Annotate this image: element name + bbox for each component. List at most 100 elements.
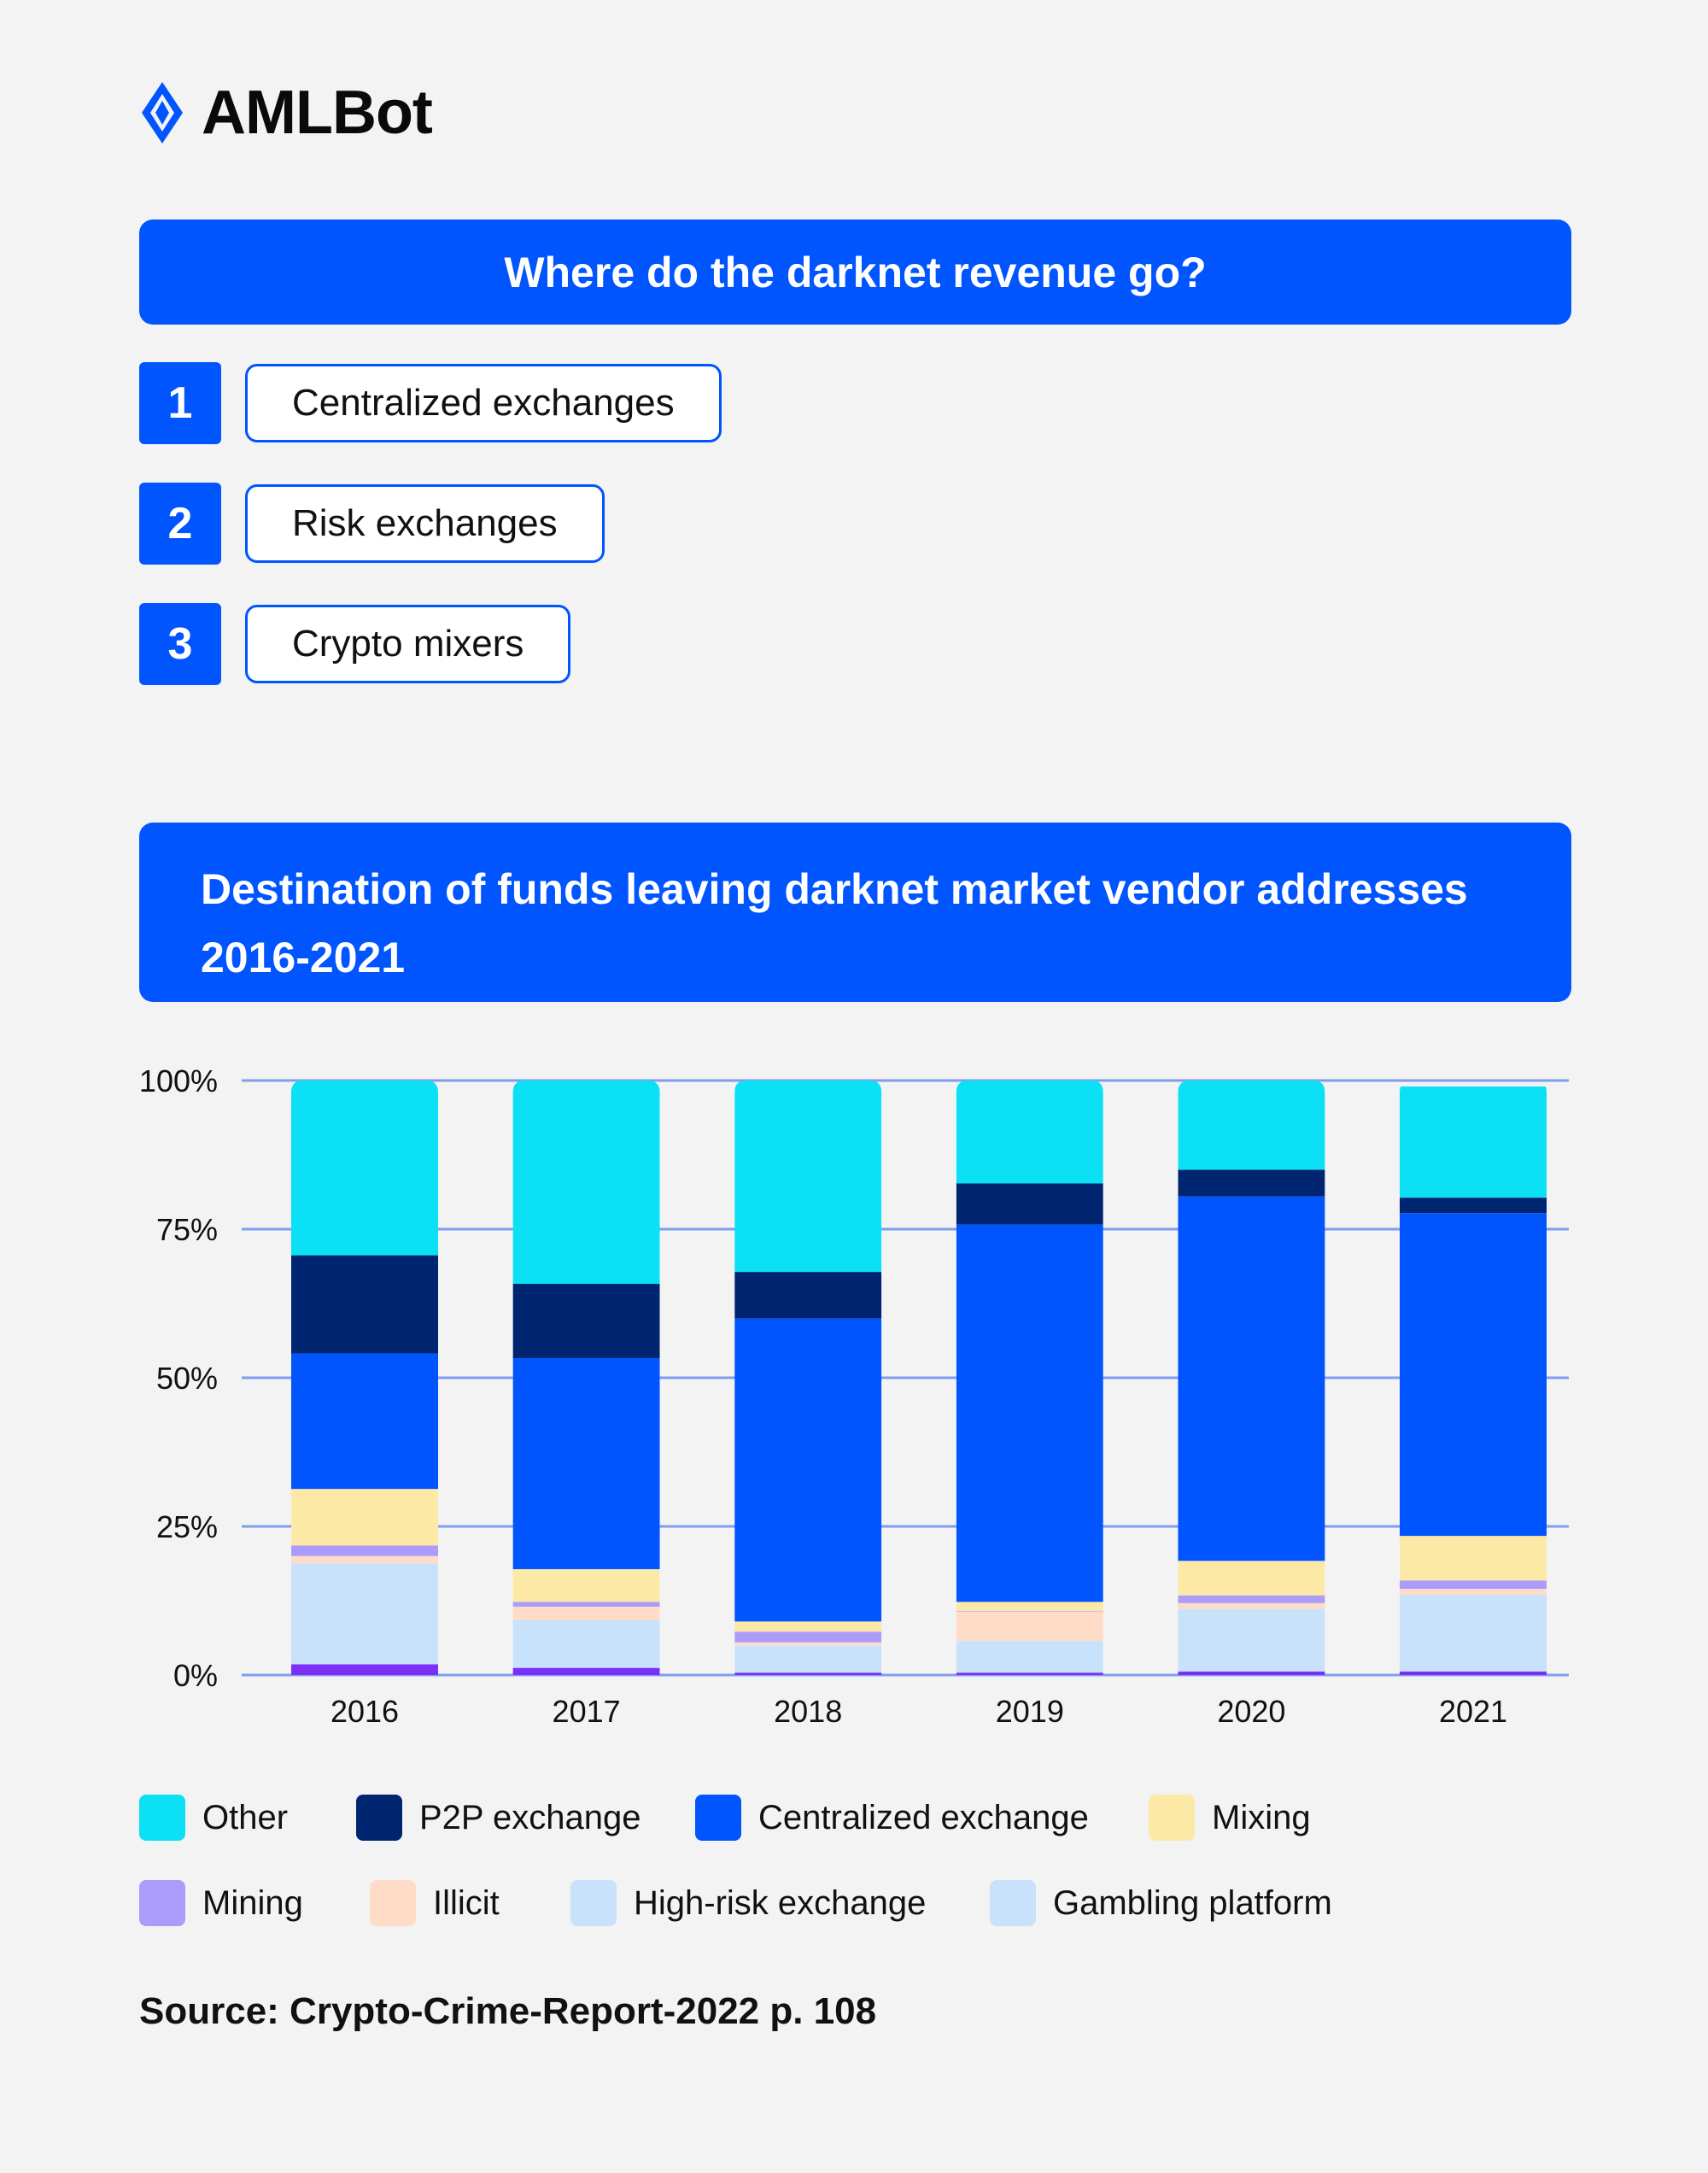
bar-segment-mining (512, 1602, 660, 1607)
legend-item: Mixing (1149, 1794, 1311, 1842)
intro-title-banner: Where do the darknet revenue go? (139, 220, 1571, 325)
bar-segment-gambling-platform (1400, 1671, 1547, 1675)
chart-title: Destination of funds leaving darknet mar… (201, 865, 1468, 981)
bar-segment-high-risk-exchange (1178, 1608, 1325, 1672)
bar-stack-2018 (734, 1081, 882, 1675)
bar-segment-high-risk-exchange (734, 1645, 882, 1673)
bar-segment-mining (291, 1545, 438, 1556)
bar-segment-illicit (1400, 1589, 1547, 1596)
bar-segment-illicit (512, 1606, 660, 1620)
bar-segment-p2p-exchange (734, 1272, 882, 1319)
bar-segment-centralized-exchange (1178, 1196, 1325, 1561)
rank-number: 1 (139, 362, 221, 444)
brand-name: AMLBot (202, 79, 433, 147)
bar-segment-high-risk-exchange (512, 1620, 660, 1668)
bar-segment-high-risk-exchange (1400, 1595, 1547, 1672)
bar-segment-p2p-exchange (956, 1183, 1103, 1225)
y-tick-label: 25% (156, 1509, 218, 1544)
y-tick-label: 0% (173, 1658, 218, 1693)
bar-segment-illicit (291, 1555, 438, 1564)
rank-label: Centralized exchanges (245, 364, 722, 442)
y-tick-label: 75% (156, 1212, 218, 1247)
bar-segment-mixing (734, 1621, 882, 1632)
x-tick-label: 2018 (774, 1694, 842, 1729)
bar-segment-centralized-exchange (1400, 1213, 1547, 1537)
axis-labels: 0% 25% 50% 75% 100% 2016 2017 2018 2019 2020 2021 (139, 1063, 1507, 1729)
bar-segment-other (512, 1081, 660, 1285)
legend-label: P2P exchange (419, 1798, 641, 1836)
y-tick-label: 100% (139, 1063, 218, 1098)
bar-segment-centralized-exchange (956, 1224, 1103, 1602)
source-note: Source: Crypto-Crime-Report-2022 p. 108 (139, 1990, 877, 2032)
rank-item: 3 Crypto mixers (139, 603, 571, 685)
x-tick-label: 2017 (553, 1694, 621, 1729)
amlbot-diamond-logo-icon (142, 82, 183, 144)
x-tick-label: 2019 (996, 1694, 1064, 1729)
legend-swatch (1149, 1795, 1195, 1841)
bar-segment-gambling-platform (291, 1664, 438, 1675)
bar-segment-p2p-exchange (1400, 1198, 1547, 1214)
legend-item: Centralized exchange (695, 1794, 1089, 1842)
bars (291, 1081, 1547, 1675)
bar-segment-other (1178, 1081, 1325, 1170)
bar-segment-illicit (734, 1642, 882, 1646)
legend-swatch (139, 1795, 185, 1841)
intro-title: Where do the darknet revenue go? (504, 248, 1207, 296)
legend-swatch (990, 1880, 1036, 1926)
legend-swatch (370, 1880, 416, 1926)
rank-number: 2 (139, 483, 221, 565)
y-tick-label: 50% (156, 1361, 218, 1396)
legend-item: Mining (139, 1879, 303, 1927)
rank-item: 2 Risk exchanges (139, 483, 605, 565)
grid-lines (242, 1079, 1569, 1677)
bar-stack-2017 (512, 1081, 660, 1675)
legend-swatch (570, 1880, 617, 1926)
legend-swatch (356, 1795, 402, 1841)
bar-segment-mining (1400, 1580, 1547, 1590)
legend-label: Mixing (1212, 1798, 1311, 1836)
legend-item: Illicit (370, 1879, 500, 1927)
legend-item: Other (139, 1794, 288, 1842)
bar-segment-mixing (956, 1602, 1103, 1611)
bar-segment-gambling-platform (956, 1672, 1103, 1675)
bar-stack-2020 (1178, 1081, 1325, 1675)
bar-stack-2019 (956, 1081, 1103, 1675)
bar-segment-illicit (956, 1611, 1103, 1642)
bar-segment-mining (1178, 1595, 1325, 1603)
bar-segment-mining (734, 1631, 882, 1643)
bar-segment-other (1400, 1086, 1547, 1198)
legend-label: High-risk exchange (634, 1883, 927, 1922)
bar-segment-mixing (1400, 1536, 1547, 1581)
x-tick-label: 2016 (330, 1694, 399, 1729)
bar-segment-high-risk-exchange (291, 1563, 438, 1665)
rank-number: 3 (139, 603, 221, 685)
bar-segment-gambling-platform (734, 1672, 882, 1675)
legend-item: P2P exchange (356, 1794, 640, 1842)
bar-segment-centralized-exchange (734, 1318, 882, 1622)
legend-label: Centralized exchange (758, 1798, 1089, 1836)
bar-segment-gambling-platform (512, 1667, 660, 1675)
legend-label: Illicit (433, 1883, 500, 1922)
bar-segment-other (734, 1081, 882, 1273)
rank-label: Crypto mixers (245, 605, 571, 683)
bar-stack-2021 (1400, 1086, 1547, 1675)
bar-segment-high-risk-exchange (956, 1641, 1103, 1673)
x-tick-label: 2020 (1217, 1694, 1285, 1729)
chart-title-banner: Destination of funds leaving darknet mar… (139, 823, 1571, 1002)
bar-segment-centralized-exchange (291, 1353, 438, 1490)
bar-segment-other (956, 1081, 1103, 1184)
bar-segment-mining (956, 1610, 1103, 1612)
legend-label: Mining (202, 1883, 303, 1922)
bar-stack-2016 (291, 1081, 438, 1675)
legend-label: Gambling platform (1053, 1883, 1332, 1922)
bar-segment-mixing (512, 1569, 660, 1602)
bar-segment-p2p-exchange (1178, 1169, 1325, 1197)
legend-swatch (695, 1795, 741, 1841)
brand-logo: AMLBot (138, 79, 433, 147)
rank-label: Risk exchanges (245, 484, 605, 563)
bar-segment-centralized-exchange (512, 1358, 660, 1570)
bar-segment-p2p-exchange (291, 1255, 438, 1354)
legend-swatch (139, 1880, 185, 1926)
x-tick-label: 2021 (1439, 1694, 1507, 1729)
stacked-bar-chart: 0% 25% 50% 75% 100% 2016 2017 2018 2019 2020 2021 (139, 1063, 1569, 1729)
